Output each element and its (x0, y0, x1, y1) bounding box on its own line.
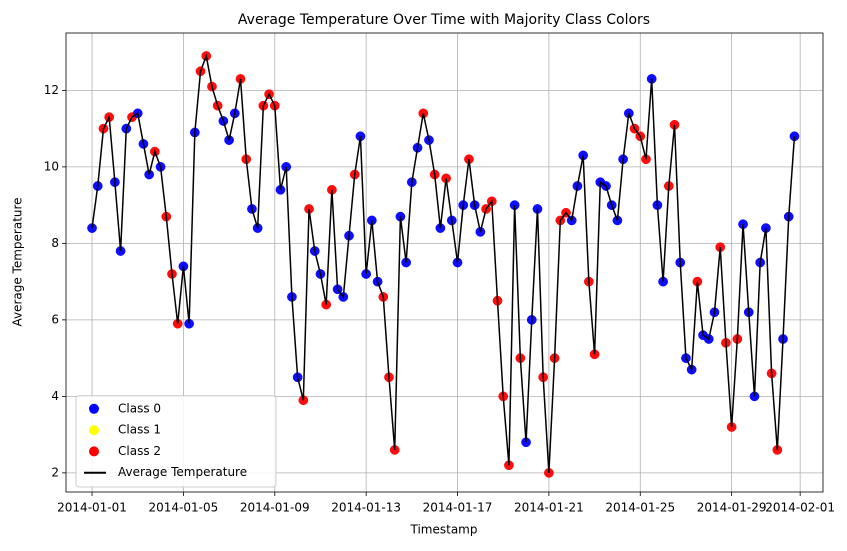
legend-marker (89, 446, 99, 457)
legend-label: Class 1 (118, 423, 161, 437)
x-tick-label: 2014-01-01 (57, 501, 127, 515)
y-axis-label: Average Temperature (11, 197, 25, 326)
y-tick-label: 4 (51, 389, 59, 403)
x-tick-label: 2014-01-25 (605, 501, 675, 515)
y-tick-label: 8 (51, 236, 59, 250)
x-tick-label: 2014-01-17 (423, 501, 493, 515)
chart-title: Average Temperature Over Time with Major… (238, 12, 650, 28)
x-tick-label: 2014-01-29 (697, 501, 767, 515)
x-axis-label: Timestamp (410, 523, 478, 537)
legend-label: Class 2 (118, 444, 161, 458)
legend-marker (89, 403, 99, 414)
x-tick-label: 2014-02-01 (765, 501, 835, 515)
line (91, 53, 796, 473)
legend-marker (89, 425, 99, 436)
x-tick-label: 2014-01-13 (331, 501, 401, 515)
x-tick-label: 2014-01-05 (149, 501, 219, 515)
y-tick-label: 10 (44, 159, 59, 173)
x-tick-label: 2014-01-21 (514, 501, 584, 515)
plot-frame (65, 32, 824, 493)
y-tick-label: 12 (44, 83, 59, 97)
x-tick-label: 2014-01-09 (240, 501, 310, 515)
y-tick-label: 2 (51, 465, 59, 479)
y-tick-label: 6 (51, 312, 59, 326)
legend-label: Average Temperature (118, 465, 247, 479)
legend-box (75, 395, 277, 488)
legend-label: Class 0 (118, 401, 161, 415)
legend: Class 0 Class 1 Class 2 Average Temperature (75, 395, 277, 488)
